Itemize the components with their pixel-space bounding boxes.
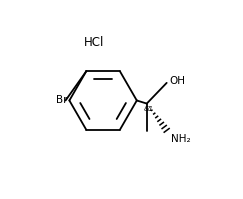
Text: HCl: HCl xyxy=(84,36,104,49)
Text: Br: Br xyxy=(56,96,67,105)
Text: NH₂: NH₂ xyxy=(171,134,190,144)
Text: &1: &1 xyxy=(144,106,154,112)
Text: OH: OH xyxy=(169,76,185,86)
